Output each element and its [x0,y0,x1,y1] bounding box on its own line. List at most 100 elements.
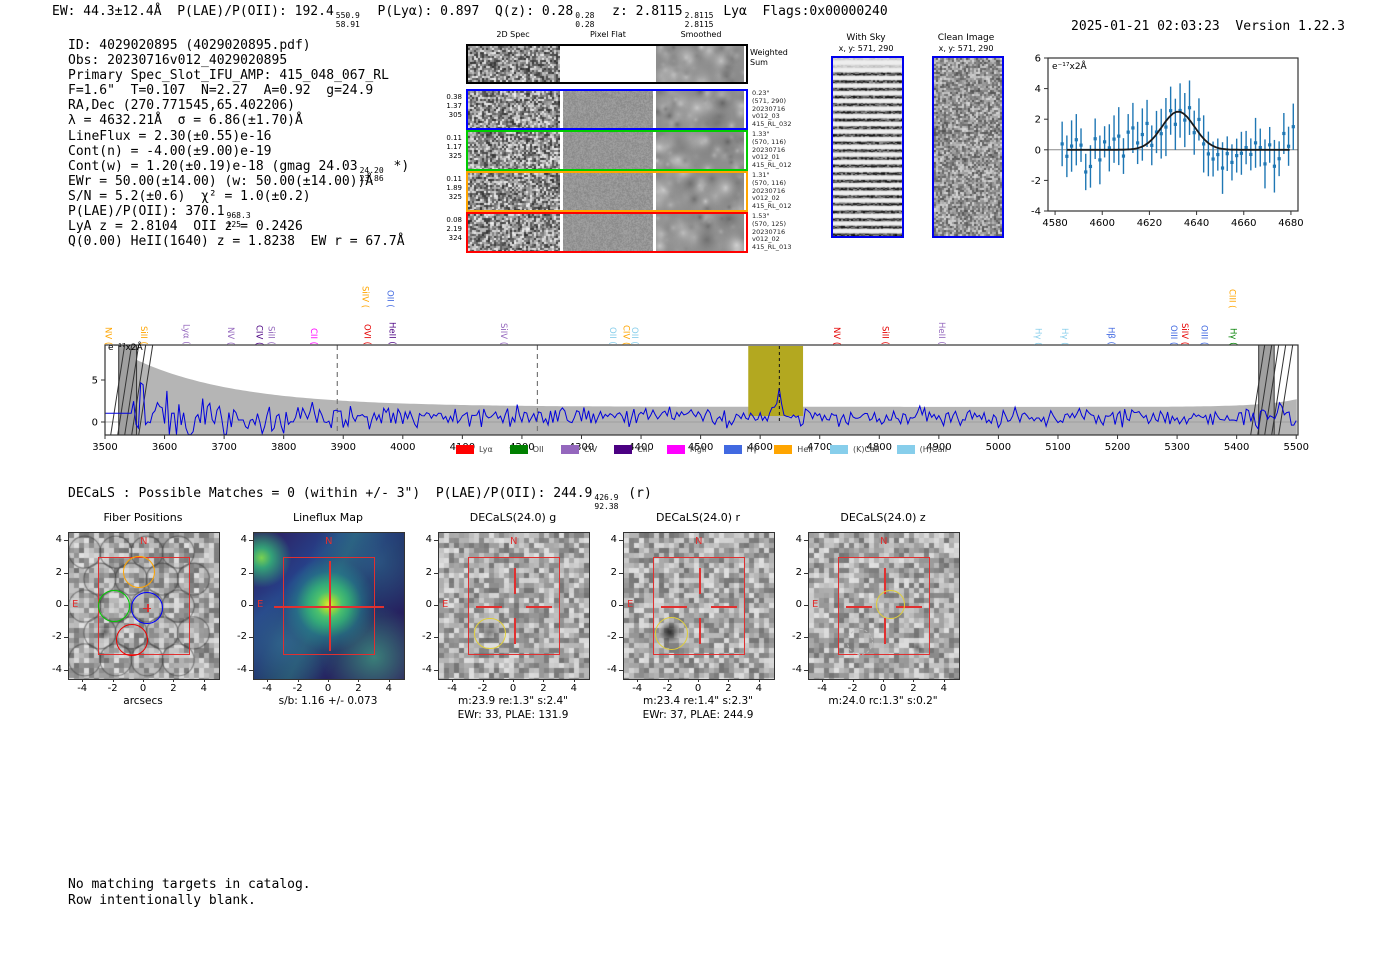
info-line: Primary Spec_Slot_IFU_AMP: 415_048_067_R… [68,68,409,83]
compass-east-label: E [627,599,634,610]
hi-lo-stack: 968.3 125 [227,212,251,229]
cutout-xtick-mark [267,678,269,682]
emission-line-label: SiIV ( [359,285,370,308]
hi-lo-stack: 24.20 23.86 [359,165,384,184]
cutout-xtick-mark [358,678,360,682]
spec2d-right-labels: 1.33" (570, 116) 20230716 v012_01 415_RL_012 [752,130,806,170]
cutout-xtick-mark [758,678,760,682]
cutout-xtick-label: 2 [170,683,177,694]
with-sky-image [831,56,904,238]
cutout-xtick-mark [913,678,915,682]
cutout-ytick-label: 2 [240,566,247,578]
emission-line-label: CII ( [307,328,318,345]
cutout-panel-title: DECaLS(24.0) g [469,511,557,524]
clean-image [932,56,1004,238]
cutout-ytick-label: -2 [607,631,617,643]
spec2d-left-label: 325 [448,152,462,160]
text-segment-post: Lyα [715,4,747,19]
info-line: P(LAE)/P(OII): 370.1 968.3 125 [68,204,409,228]
decals-bg-canvas [624,533,774,679]
cutout-ytick-mark [619,572,623,574]
emission-line-label: OVI ( [361,324,372,345]
lo-value: 23.86 [359,174,384,184]
cutout-xtick-label: 0 [324,683,332,694]
cutout-caption-2: EWr: 33, PLAE: 131.9 [457,709,569,721]
weighted-sum-label: Weighted Sum [750,48,788,67]
cutout-xtick-label: 0 [879,683,887,694]
cutout-xtick-mark [637,678,639,682]
extraction-box [653,557,745,655]
pixelflat-white [563,46,653,82]
spec2d-right-label: 0.23" [752,89,770,97]
spec2d-left-label: 325 [448,193,462,201]
cutout-ytick-label: -4 [792,663,802,675]
cutout-xtick-label: 2 [540,683,547,694]
cutout-xtick-mark [328,678,329,682]
lo-value: 58.91 [335,19,360,29]
cutout-caption-1: s/b: 1.16 +/- 0.073 [278,695,378,707]
cutout-ytick-label: 4 [240,534,247,546]
legend-label: OII [532,445,544,454]
spec2d-right-label: 20230716 [752,145,786,154]
cutout-caption-1: arcsecs [123,695,163,707]
svg-text:3500: 3500 [92,442,117,453]
cutout-xtick-mark [667,678,669,682]
cutout-xtick-mark [883,678,884,682]
smoothed-image [656,214,744,251]
weighted-sum-line: Weighted [750,48,788,57]
cutout-xtick-mark [482,678,484,682]
legend-swatch [509,445,528,454]
cutout-ytick-mark [804,540,808,542]
legend-swatch [666,445,685,454]
hi-value: 2.8115 [684,11,714,20]
cutout-xtick-label: 0 [509,683,517,694]
cutout-ytick-label: -4 [607,663,617,675]
svg-text:0: 0 [1035,145,1041,156]
hi-value: 24.20 [359,165,384,175]
emission-line-label: SiIV ( [497,322,508,345]
legend-item: CIV [560,445,597,454]
emission-line-label: HeII ( [386,322,397,345]
info-line: Cont(w) = 1.20(±0.19)e-18 (gmag 24.03 24.… [68,159,409,183]
spec2d-noise-image [468,173,560,210]
svg-text:5: 5 [92,376,98,387]
cutout-xtick-label: 4 [940,683,947,694]
spec2d-right-label: 1.33" [752,130,770,138]
compass-east-label: E [72,599,79,610]
svg-text:4700: 4700 [807,442,832,453]
svg-text:3600: 3600 [152,442,177,453]
weighted-sum-line: Sum [750,57,768,67]
emission-line-label: SiII ( [265,326,276,345]
info-line-text: Obs: 20230716v012_4029020895 [68,53,288,69]
footer-line: No matching targets in catalog. [68,877,311,892]
cutout-xtick-label: 4 [385,683,392,694]
cutout-panel-title: Lineflux Map [292,511,364,524]
decals-match-text: DECaLS : Possible Matches = 0 (within +/… [68,486,593,501]
footer-messages: No matching targets in catalog. Row inten… [68,877,311,908]
footer-line: Row intentionally blank. [68,892,256,908]
cutout-ytick-mark [434,605,438,606]
spec2d-row [466,89,748,130]
info-line-text: Q(0.00) HeII(1640) z = 1.8238 EW r = 67.… [68,234,405,250]
decals-bg-canvas [439,533,589,679]
crosshair-left [846,606,872,608]
spec2d-right-labels: 1.31" (570, 116) 20230716 v012_02 415_RL_012 [752,171,806,211]
info-line: Q(0.00) HeII(1640) z = 1.8238 EW r = 67.… [68,234,409,249]
header-gap [747,4,763,19]
cutout-caption-1: m:23.4 re:1.4" s:2.3" [643,695,753,707]
cutout-ytick-label: -2 [422,631,432,643]
info-line: S/N = 5.2(±0.6) χ² = 1.0(±0.2) [68,189,409,204]
sky-panel-subtitle: x, y: 571, 290 [938,44,994,53]
cutout-ytick-label: -2 [792,631,802,643]
smoothed-image [656,132,744,169]
aperture-circle [875,589,905,619]
spec2d-left-label: 0.38 [446,93,462,101]
header-segment: Flags:0x00000240 [762,4,888,19]
legend-swatch [560,445,579,454]
svg-text:4600: 4600 [1090,218,1115,229]
aperture-circle [654,616,689,651]
cutout-ytick-mark [619,540,623,542]
info-line-text: F=1.6" T=0.107 N=2.27 A=0.92 g=24.9 [68,83,374,99]
